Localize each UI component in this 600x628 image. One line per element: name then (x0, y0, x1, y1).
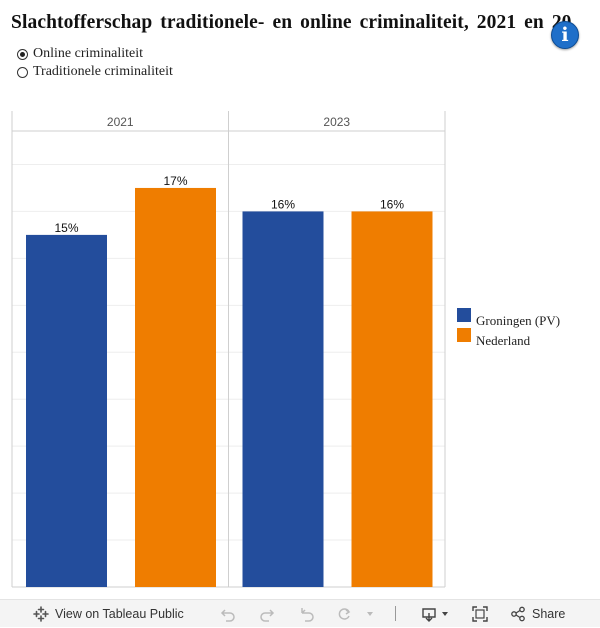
share-button[interactable]: Share (510, 600, 565, 628)
download-button[interactable] (421, 600, 450, 628)
toolbar-divider (395, 606, 396, 621)
legend-swatch-nederland (457, 328, 471, 342)
chevron-down-icon (367, 612, 373, 616)
radio-label-traditional: Traditionele criminaliteit (33, 64, 173, 79)
chart-title: Slachtofferschap traditionele- en online… (11, 12, 571, 33)
refresh-dropdown[interactable] (365, 600, 375, 628)
legend: Groningen (PV) Nederland (457, 308, 560, 348)
undo-icon (220, 609, 235, 622)
radio-option-traditional[interactable]: Traditionele criminaliteit (17, 63, 173, 81)
chevron-down-icon (442, 612, 448, 616)
bar-nederland-2021 (135, 187, 216, 587)
fullscreen-button[interactable] (472, 600, 488, 628)
revert-button[interactable] (299, 600, 315, 628)
data-label: 17% (163, 174, 187, 188)
radio-button-traditional[interactable] (17, 66, 28, 78)
bar-chart: 2021 2023 15% 16% 17% 16% (11, 111, 446, 588)
legend-label-nederland: Nederland (476, 333, 531, 348)
refresh-icon (338, 608, 351, 620)
undo-button[interactable] (220, 600, 236, 628)
info-icon[interactable]: i (551, 21, 579, 49)
legend-label-groningen: Groningen (PV) (476, 313, 561, 328)
radio-button-online[interactable] (17, 48, 28, 60)
redo-button[interactable] (259, 600, 275, 628)
download-icon (422, 608, 436, 622)
panel-header-2021: 2021 (107, 115, 134, 129)
bar-groningen-pv--2023 (242, 211, 324, 587)
share-icon (511, 606, 525, 622)
view-on-tableau-label: View on Tableau Public (55, 607, 184, 621)
data-label: 16% (271, 197, 295, 211)
legend-swatch-groningen (457, 308, 471, 322)
radio-label-online: Online criminaliteit (33, 46, 144, 61)
tableau-logo-icon (33, 606, 49, 622)
legend-item-nederland[interactable]: Nederland (457, 328, 560, 348)
fullscreen-icon (472, 606, 488, 622)
data-label: 16% (380, 197, 404, 211)
data-label: 15% (54, 221, 78, 235)
legend-item-groningen[interactable]: Groningen (PV) (457, 308, 560, 328)
measure-filter: Online criminaliteit Traditionele crimin… (17, 45, 173, 81)
bar-nederland-2023 (351, 211, 433, 587)
radio-option-online[interactable]: Online criminaliteit (17, 45, 173, 63)
tableau-toolbar: View on Tableau Public (0, 599, 600, 627)
pause-updates-button[interactable] (336, 600, 352, 628)
bar-groningen-pv--2021 (26, 234, 107, 588)
redo-icon (260, 609, 275, 622)
panel-header-2023: 2023 (323, 115, 350, 129)
share-label: Share (532, 607, 566, 621)
view-on-tableau-button[interactable]: View on Tableau Public (33, 600, 184, 628)
revert-icon (301, 608, 314, 622)
